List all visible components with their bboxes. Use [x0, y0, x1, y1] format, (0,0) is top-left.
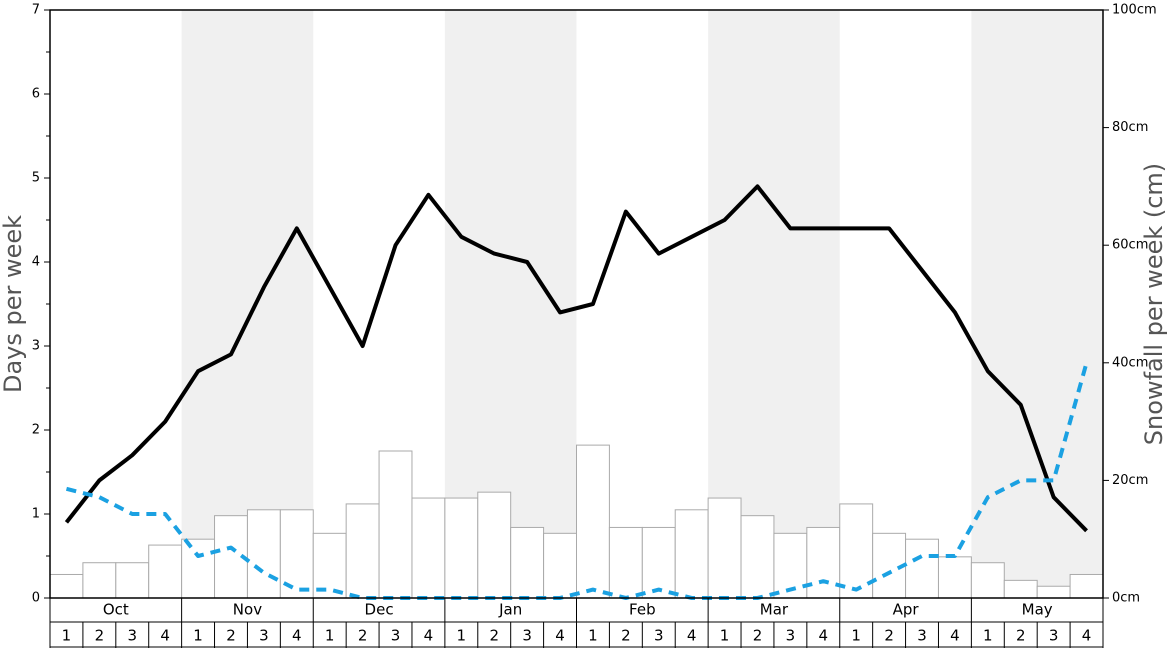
x-tick-label: 2	[1016, 627, 1026, 645]
bar	[477, 491, 512, 599]
x-tick-label: 2	[226, 627, 236, 645]
y-tick-label: 4	[32, 255, 40, 270]
y-tick-label: 7	[32, 3, 40, 18]
bar	[905, 538, 939, 599]
month-label: Oct	[103, 601, 129, 619]
y2-axis-title: Snowfall per week (cm)	[1140, 163, 1168, 445]
month-band	[181, 10, 314, 598]
y-tick-label: 5	[32, 171, 40, 186]
bar	[641, 526, 676, 599]
bar	[937, 556, 972, 599]
x-tick-label: 4	[687, 627, 697, 645]
x-tick-label: 4	[160, 627, 170, 645]
month-label: Mar	[760, 601, 789, 619]
y-tick-label: 3	[32, 339, 40, 354]
y2-tick-label: 40cm	[1112, 355, 1148, 370]
x-tick-label: 4	[1082, 627, 1092, 645]
y-tick-label: 0	[32, 591, 40, 606]
x-tick-label: 4	[424, 627, 434, 645]
x-tick-label: 1	[325, 627, 335, 645]
x-tick-label: 2	[358, 627, 368, 645]
bar	[82, 562, 117, 599]
bar	[411, 497, 446, 599]
y2-tick-label: 20cm	[1112, 473, 1148, 488]
x-tick-label: 3	[127, 627, 137, 645]
bar	[115, 562, 150, 599]
y2-tick-label: 80cm	[1112, 120, 1148, 135]
y-tick-label: 2	[32, 423, 40, 438]
x-tick-label: 3	[1049, 627, 1059, 645]
bar	[806, 526, 841, 599]
x-tick-label: 1	[983, 627, 993, 645]
x-tick-label: 3	[259, 627, 269, 645]
x-tick-label: 2	[489, 627, 499, 645]
bar	[1003, 579, 1038, 599]
month-label: Jan	[498, 601, 522, 619]
bar	[674, 509, 709, 599]
x-tick-label: 1	[588, 627, 598, 645]
x-tick-label: 2	[95, 627, 105, 645]
x-tick-label: 3	[786, 627, 796, 645]
x-tick-label: 3	[917, 627, 927, 645]
bar	[49, 573, 84, 599]
x-tick-label: 1	[62, 627, 72, 645]
bar	[608, 526, 643, 599]
bar	[576, 444, 610, 599]
x-tick-label: 4	[292, 627, 302, 645]
x-tick-label: 1	[457, 627, 467, 645]
x-tick-label: 1	[851, 627, 861, 645]
x-tick-label: 2	[621, 627, 631, 645]
bar	[740, 515, 775, 599]
line-series	[65, 362, 1089, 600]
bar	[345, 503, 380, 599]
x-tick-label: 3	[522, 627, 532, 645]
y-tick-label: 1	[32, 507, 40, 522]
month-label: Dec	[365, 601, 394, 619]
month-label: Feb	[629, 601, 656, 619]
month-label: May	[1022, 601, 1053, 619]
line-series	[64, 184, 1088, 533]
x-tick-label: 3	[654, 627, 664, 645]
x-tick-label: 3	[391, 627, 401, 645]
month-label: Nov	[233, 601, 262, 619]
bar	[181, 538, 216, 599]
bar	[378, 450, 413, 599]
month-band	[971, 10, 1103, 598]
bar	[1069, 573, 1104, 599]
y2-tick-label: 0cm	[1112, 591, 1140, 606]
bar	[444, 497, 479, 599]
y-axis-title: Days per week	[0, 215, 27, 393]
x-tick-label: 4	[950, 627, 960, 645]
y2-tick-label: 100cm	[1112, 3, 1157, 18]
bar	[970, 562, 1005, 599]
x-tick-label: 1	[720, 627, 730, 645]
bar	[246, 509, 281, 599]
x-tick-label: 1	[193, 627, 203, 645]
x-tick-label: 2	[753, 627, 763, 645]
bar	[1036, 585, 1071, 599]
bar	[707, 497, 742, 599]
x-tick-label: 4	[555, 627, 565, 645]
bar	[510, 526, 545, 599]
y-tick-label: 6	[32, 87, 40, 102]
bar	[148, 544, 183, 599]
x-tick-label: 2	[884, 627, 894, 645]
bar	[543, 532, 577, 599]
y2-tick-label: 60cm	[1112, 238, 1148, 253]
month-label: Apr	[893, 601, 920, 619]
x-tick-label: 4	[819, 627, 829, 645]
